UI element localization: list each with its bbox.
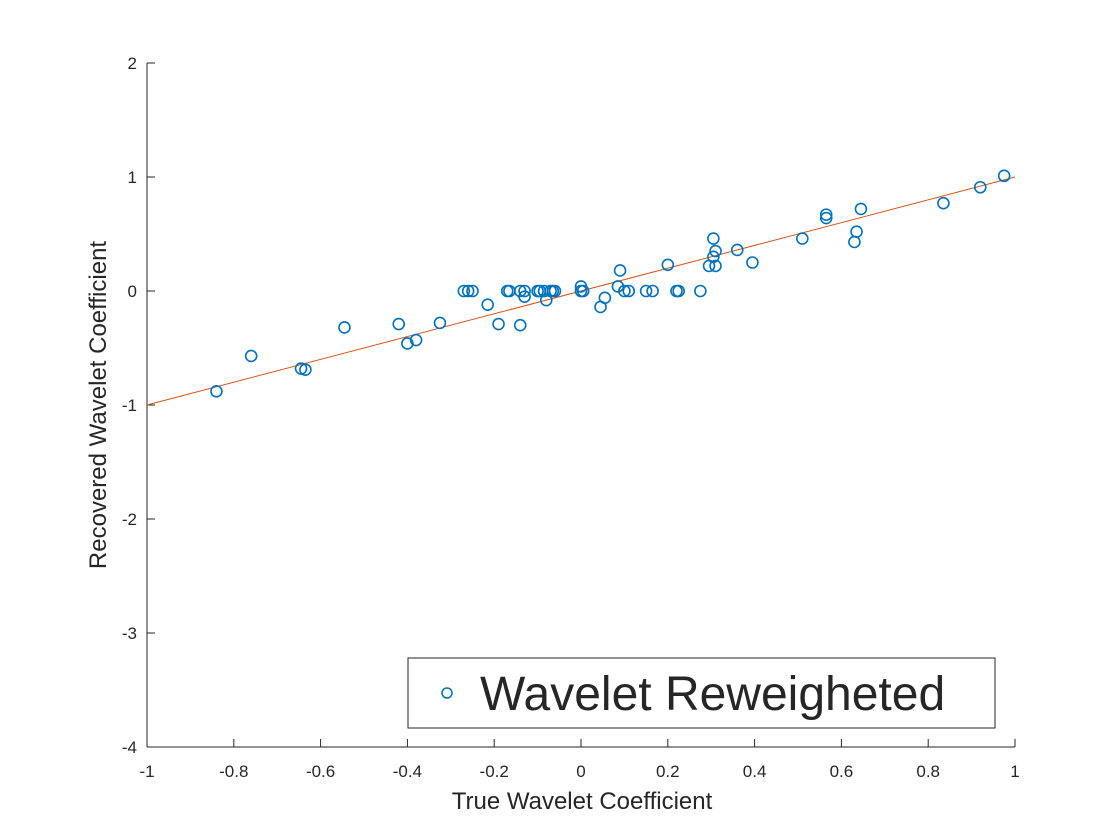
data-points-layer bbox=[210, 169, 1011, 398]
x-tick-label: 0.4 bbox=[743, 762, 767, 781]
y-axis-label: Recovered Wavelet Coefficient bbox=[85, 241, 112, 569]
data-point bbox=[461, 284, 475, 298]
x-tick-label: -0.4 bbox=[393, 762, 422, 781]
y-tick-label: -1 bbox=[122, 396, 137, 415]
y-tick-label: 0 bbox=[128, 282, 137, 301]
data-point bbox=[709, 259, 722, 273]
data-point bbox=[613, 264, 627, 277]
legend: Wavelet Reweigheted bbox=[407, 657, 996, 729]
data-point bbox=[392, 317, 406, 331]
data-point bbox=[576, 284, 590, 298]
x-tick-label: 0 bbox=[576, 762, 585, 781]
x-tick-label: 0.6 bbox=[830, 762, 854, 781]
data-point bbox=[433, 316, 447, 330]
data-point bbox=[694, 284, 707, 298]
data-point bbox=[746, 256, 759, 269]
data-point bbox=[937, 196, 950, 210]
data-point bbox=[973, 180, 987, 194]
data-point bbox=[709, 244, 722, 258]
x-axis-label: True Wavelet Coefficient bbox=[452, 788, 713, 815]
fit-line bbox=[146, 176, 1016, 406]
data-point bbox=[819, 208, 833, 221]
x-tick-label: 0.2 bbox=[656, 762, 680, 781]
legend-entry-label: Wavelet Reweigheted bbox=[480, 668, 945, 721]
data-point bbox=[796, 232, 809, 245]
y-tick-label: 1 bbox=[128, 168, 137, 187]
data-point bbox=[492, 317, 505, 331]
data-point bbox=[401, 337, 414, 350]
legend-marker-icon bbox=[441, 687, 453, 699]
data-point bbox=[244, 349, 258, 363]
x-tick-label: -0.8 bbox=[219, 762, 248, 781]
data-point bbox=[622, 284, 636, 298]
data-point bbox=[639, 284, 653, 298]
data-point bbox=[299, 363, 312, 376]
data-point bbox=[707, 250, 720, 264]
data-point bbox=[618, 284, 631, 298]
data-point bbox=[518, 290, 531, 304]
data-point bbox=[611, 280, 625, 293]
data-point bbox=[850, 225, 863, 239]
data-point bbox=[730, 243, 744, 257]
legend-box bbox=[407, 657, 996, 729]
data-point bbox=[518, 284, 531, 298]
data-point bbox=[646, 284, 659, 298]
data-point bbox=[548, 284, 562, 298]
x-tick-label: -0.6 bbox=[306, 762, 335, 781]
data-point bbox=[409, 333, 423, 347]
data-point bbox=[513, 318, 527, 332]
data-point bbox=[210, 385, 223, 398]
data-point bbox=[997, 169, 1011, 183]
x-tick-label: -1 bbox=[139, 762, 154, 781]
y-tick-label: -3 bbox=[122, 624, 137, 643]
y-tick-label: 2 bbox=[128, 54, 137, 73]
data-point bbox=[819, 211, 833, 225]
data-point bbox=[598, 291, 612, 305]
x-tick-label: 0.8 bbox=[916, 762, 940, 781]
axis-labels: True Wavelet Coefficient Recovered Wavel… bbox=[85, 241, 713, 815]
data-point bbox=[466, 284, 479, 298]
x-tick-label: -0.2 bbox=[480, 762, 509, 781]
y-tick-label: -2 bbox=[122, 510, 137, 529]
data-point bbox=[481, 298, 494, 311]
y-tick-label: -4 bbox=[122, 738, 137, 757]
data-point bbox=[661, 258, 675, 272]
plot-axes: -1 -0.8 -0.6 -0.4 -0.2 0 0.2 0.4 0.6 0.8 1 -4 -3 -2 -1… bbox=[122, 54, 1020, 781]
data-point bbox=[457, 284, 471, 298]
data-point bbox=[338, 321, 351, 334]
fit-line-layer bbox=[146, 176, 1016, 406]
data-point bbox=[854, 202, 868, 216]
data-point bbox=[672, 284, 685, 298]
data-point bbox=[707, 232, 720, 245]
x-tick-label: 1 bbox=[1010, 762, 1019, 781]
